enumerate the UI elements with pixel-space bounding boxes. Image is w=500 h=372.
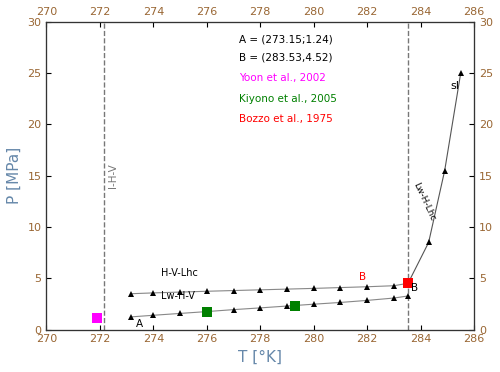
Text: I-H-V: I-H-V [108,163,118,188]
Text: B = (283.53,4.52): B = (283.53,4.52) [239,53,332,63]
Text: B: B [359,272,366,282]
Text: Lw-H-V: Lw-H-V [162,291,196,301]
Y-axis label: P [MPa]: P [MPa] [7,147,22,204]
Text: A: A [136,318,143,328]
Text: Lw-H-Lhc: Lw-H-Lhc [412,181,438,222]
Text: Bozzo et al., 1975: Bozzo et al., 1975 [239,114,332,124]
Text: Kiyono et al., 2005: Kiyono et al., 2005 [239,94,337,104]
Text: sI: sI [450,80,459,90]
Text: A = (273.15;1.24): A = (273.15;1.24) [239,34,332,44]
Text: B: B [412,283,418,293]
Text: Yoon et al., 2002: Yoon et al., 2002 [239,73,326,83]
Text: H-V-Lhc: H-V-Lhc [162,268,198,278]
X-axis label: T [°K]: T [°K] [238,350,282,365]
